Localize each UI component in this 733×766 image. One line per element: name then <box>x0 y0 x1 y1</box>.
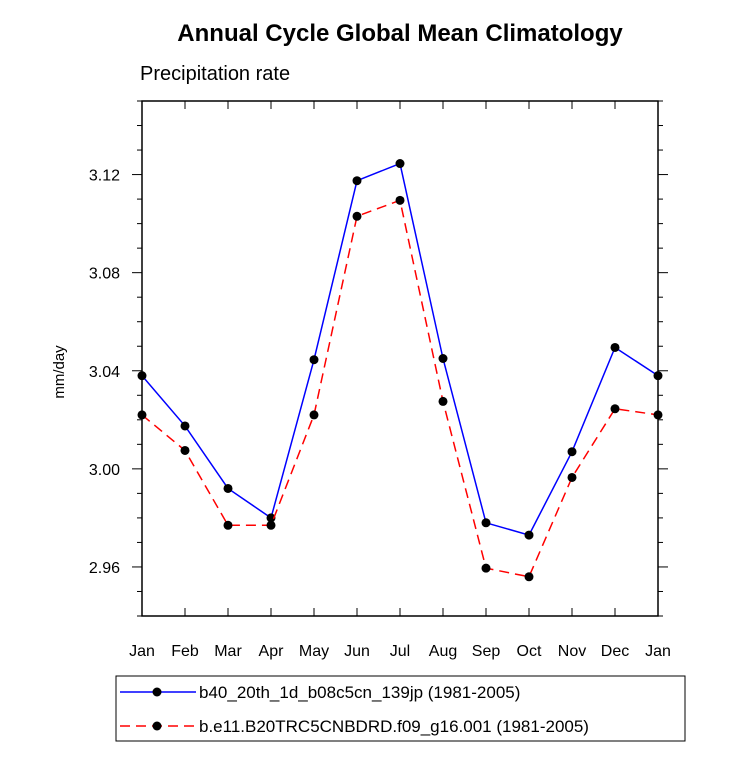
y-tick-label: 3.00 <box>89 462 120 479</box>
x-tick-label: Apr <box>259 643 285 660</box>
x-tick-label: Mar <box>214 643 242 660</box>
data-point-series-2 <box>481 563 491 573</box>
data-point-series-2 <box>610 404 620 414</box>
data-point-series-1 <box>137 371 147 381</box>
axis-ticks <box>132 100 668 617</box>
data-point-series-2 <box>567 472 577 482</box>
x-tick-label: Nov <box>558 643 586 660</box>
y-tick-label: 3.12 <box>89 168 120 185</box>
data-point-series-1 <box>524 530 534 540</box>
plot-frame <box>141 100 659 617</box>
legend-box <box>115 675 686 742</box>
series-line-1 <box>141 162 659 536</box>
x-tick-label: Feb <box>171 643 199 660</box>
y-tick-labels: 2.96 3.00 3.04 3.08 3.12 <box>89 168 120 577</box>
x-tick-label: May <box>299 643 329 660</box>
x-tick-label: Jun <box>344 643 370 660</box>
series-group <box>137 159 663 582</box>
x-tick-labels: Jan Feb Mar Apr May Jun Jul Aug Sep Oct Nov Dec Jan <box>129 643 671 660</box>
x-tick-label: Oct <box>517 643 542 660</box>
x-tick-label: Aug <box>429 643 457 660</box>
data-point-series-1 <box>567 447 577 457</box>
chart-title: Annual Cycle Global Mean Climatology <box>177 20 623 47</box>
legend-marker-1 <box>152 687 162 697</box>
data-point-series-1 <box>266 513 276 523</box>
legend-marker-2 <box>152 721 162 731</box>
data-point-series-2 <box>395 195 405 205</box>
data-point-series-2 <box>180 445 190 455</box>
x-tick-label: Jan <box>129 643 155 660</box>
x-tick-label: Jul <box>390 643 410 660</box>
x-tick-label: Dec <box>601 643 629 660</box>
data-point-series-2 <box>653 410 663 420</box>
data-point-series-2 <box>352 211 362 221</box>
data-point-series-1 <box>653 371 663 381</box>
data-point-series-1 <box>438 354 448 363</box>
data-point-series-2 <box>223 520 233 530</box>
y-tick-label: 2.96 <box>89 560 120 577</box>
y-axis-label: mm/day <box>51 345 68 399</box>
data-point-series-1 <box>352 176 362 186</box>
data-point-series-1 <box>395 159 405 169</box>
data-point-series-2 <box>438 396 448 406</box>
data-point-series-1 <box>309 355 319 365</box>
data-point-series-2 <box>309 410 319 420</box>
y-tick-label: 3.04 <box>89 364 120 381</box>
x-tick-label: Jan <box>645 643 671 660</box>
data-point-series-1 <box>180 421 190 431</box>
legend-label-series-1: b40_20th_1d_b08c5cn_139jp (1981-2005) <box>199 683 520 702</box>
x-tick-label: Sep <box>472 643 501 660</box>
legend-label-series-2: b.e11.B20TRC5CNBDRD.f09_g16.001 (1981-20… <box>199 717 589 736</box>
legend: b40_20th_1d_b08c5cn_139jp (1981-2005) b.… <box>120 683 589 736</box>
data-point-series-1 <box>223 483 233 493</box>
data-point-series-2 <box>524 572 534 582</box>
data-point-series-1 <box>610 342 620 352</box>
data-point-series-2 <box>266 520 276 530</box>
y-tick-label: 3.08 <box>89 266 120 283</box>
data-point-series-2 <box>137 410 147 420</box>
data-point-series-1 <box>481 518 491 528</box>
series-line-2 <box>141 199 659 578</box>
chart-subtitle: Precipitation rate <box>140 63 290 85</box>
